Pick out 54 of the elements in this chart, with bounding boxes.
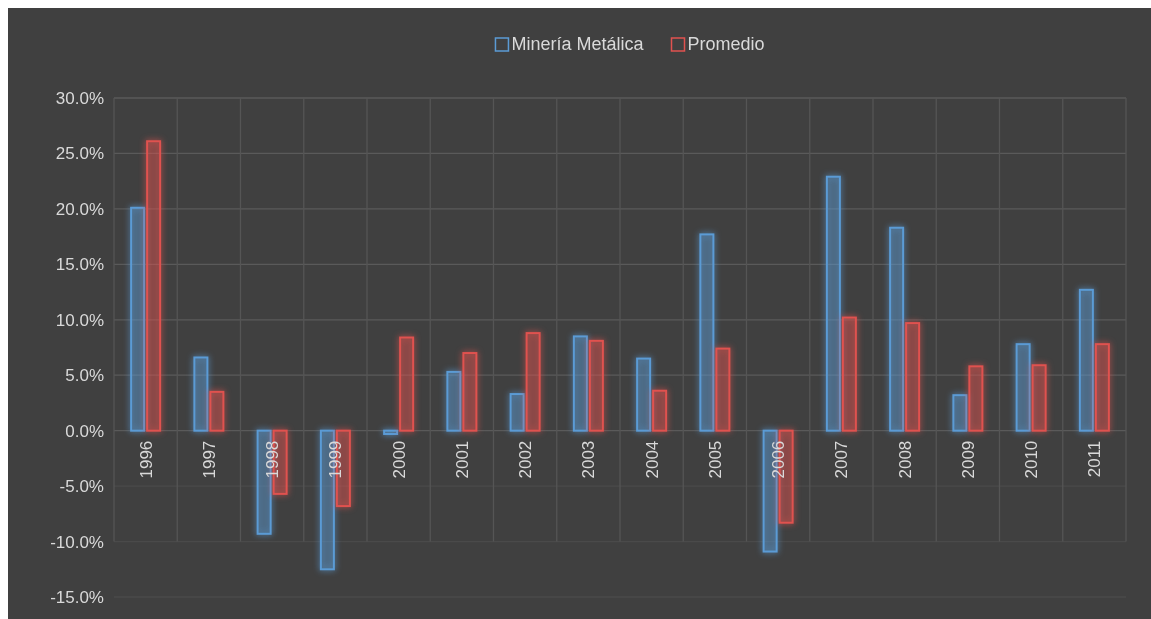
- y-tick-label: -10.0%: [50, 532, 104, 552]
- x-tick-label: 1996: [136, 440, 156, 479]
- bar: [1078, 288, 1094, 432]
- bar: [1094, 343, 1110, 432]
- x-tick-label: 2003: [579, 440, 599, 479]
- x-tick-label: 2007: [832, 440, 852, 479]
- bar: [446, 370, 462, 432]
- legend-label: Promedio: [687, 34, 765, 54]
- x-tick-label: 2010: [1022, 440, 1042, 479]
- y-tick-label: 30.0%: [55, 88, 104, 108]
- bar: [715, 347, 731, 432]
- bar: [699, 233, 715, 432]
- bar: [588, 339, 604, 432]
- y-tick-label: 0.0%: [65, 421, 104, 441]
- y-tick-label: 15.0%: [55, 255, 104, 275]
- y-tick-label: 20.0%: [55, 199, 104, 219]
- bar: [952, 394, 968, 432]
- bar: [193, 356, 209, 432]
- bar: [525, 332, 541, 432]
- bar: [572, 335, 588, 432]
- bar: [462, 352, 478, 432]
- x-tick-label: 2005: [705, 440, 725, 479]
- x-tick-label: 2009: [958, 440, 978, 479]
- bar: [1031, 364, 1047, 432]
- bar: [1015, 343, 1031, 432]
- x-tick-label: 2006: [769, 440, 789, 479]
- bar: [889, 226, 905, 432]
- bar: [652, 389, 668, 432]
- x-tick-label: 2000: [389, 440, 409, 479]
- x-tick-label: 2002: [516, 440, 536, 479]
- y-tick-label: -5.0%: [59, 477, 104, 497]
- x-tick-label: 1998: [263, 440, 283, 479]
- y-tick-label: -15.0%: [50, 587, 104, 607]
- bar: [130, 206, 146, 432]
- x-tick-label: 2008: [895, 440, 915, 479]
- x-tick-label: 2001: [452, 440, 472, 479]
- bar: [968, 365, 984, 432]
- bar: [146, 140, 162, 432]
- x-tick-label: 1999: [326, 440, 346, 479]
- bar: [905, 322, 921, 432]
- x-tick-label: 1997: [199, 440, 219, 479]
- bar: [825, 175, 841, 432]
- bar: [509, 393, 525, 432]
- bar: [841, 316, 857, 432]
- bar: [209, 390, 225, 432]
- bar: [399, 336, 415, 432]
- y-tick-label: 5.0%: [65, 366, 104, 386]
- bar: [636, 357, 652, 432]
- y-tick-label: 10.0%: [55, 310, 104, 330]
- legend-label: Minería Metálica: [511, 34, 645, 54]
- y-tick-label: 25.0%: [55, 144, 104, 164]
- bar: [383, 429, 399, 435]
- x-tick-label: 2004: [642, 440, 662, 479]
- x-tick-label: 2011: [1085, 440, 1105, 478]
